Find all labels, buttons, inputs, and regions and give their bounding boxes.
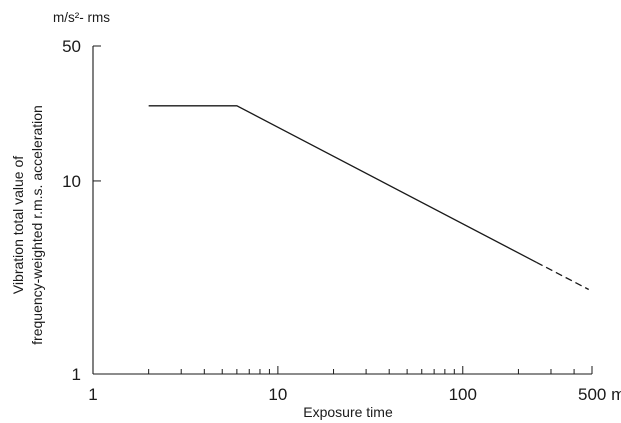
- y-tick-label: 50: [62, 37, 81, 56]
- x-axis-title: Exposure time: [303, 404, 393, 420]
- y-tick-label: 1: [72, 365, 81, 384]
- series-line-solid: [148, 105, 537, 263]
- x-tick-label: 10: [268, 385, 287, 404]
- y-axis-title-line-2: frequency-weighted r.m.s. acceleration: [29, 105, 45, 345]
- x-tick-label: 100: [449, 385, 477, 404]
- x-tick-label: 1: [88, 385, 97, 404]
- series-layer: [148, 105, 590, 291]
- x-tick-label: 500 min: [578, 385, 621, 404]
- tick-layer: 1 10 100 500 min 1 10 50: [62, 37, 621, 404]
- y-unit-label: m/s²- rms: [53, 10, 110, 25]
- axes: [92, 46, 592, 375]
- y-tick-label: 10: [62, 172, 81, 191]
- series-line-dashed: [536, 261, 590, 291]
- y-axis-title-line-1: Vibration total value of: [10, 156, 26, 294]
